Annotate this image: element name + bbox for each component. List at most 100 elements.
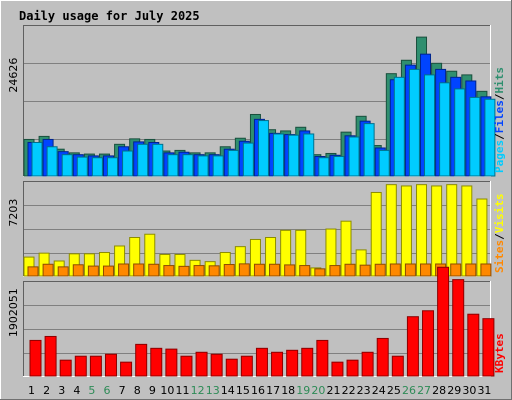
bar-kbytes-day-16	[255, 347, 268, 377]
legend-visits: Visits	[493, 194, 506, 234]
bar-kbytes-day-25	[391, 355, 404, 377]
bar-pages-day-8	[137, 143, 149, 177]
bar-sites-day-6	[102, 265, 114, 277]
bar-kbytes-day-6	[104, 353, 117, 377]
bar-kbytes-day-30	[467, 313, 480, 377]
day-label-27: 27	[417, 384, 431, 397]
bar-sites-day-29	[450, 263, 462, 277]
day-label-17: 17	[266, 384, 280, 397]
bar-kbytes-day-24	[376, 337, 389, 377]
bar-sites-day-27	[420, 263, 432, 277]
bar-sites-day-25	[389, 263, 401, 277]
bar-pages-day-2	[46, 146, 58, 177]
bar-sites-day-3	[57, 266, 69, 277]
bar-kbytes-day-15	[240, 355, 253, 377]
bar-visits-day-27	[416, 184, 428, 277]
bar-pages-day-25	[393, 76, 405, 177]
bar-pages-day-5	[91, 157, 103, 177]
day-label-26: 26	[402, 384, 416, 397]
bar-pages-day-18	[288, 134, 300, 177]
day-label-2: 2	[43, 384, 50, 397]
day-label-23: 23	[357, 384, 371, 397]
bar-kbytes-day-22	[346, 359, 359, 377]
bar-sites-day-30	[465, 263, 477, 277]
bar-pages-day-9	[152, 143, 164, 177]
legend-hits: Hits	[493, 67, 506, 94]
bar-pages-day-17	[273, 133, 285, 177]
day-label-25: 25	[387, 384, 401, 397]
bar-kbytes-day-19	[301, 347, 314, 377]
bar-visits-day-29	[446, 184, 458, 277]
bar-sites-day-10	[163, 265, 175, 277]
bar-visits-day-28	[431, 185, 443, 277]
bar-sites-day-14	[223, 264, 235, 277]
legend-sites: Sites	[493, 240, 506, 273]
bar-sites-day-11	[178, 265, 190, 277]
bar-pages-day-30	[469, 96, 481, 177]
bar-kbytes-day-17	[271, 351, 284, 377]
bar-kbytes-day-5	[89, 355, 102, 377]
day-label-3: 3	[58, 384, 65, 397]
bar-kbytes-day-31	[482, 318, 495, 377]
bar-sites-day-2	[42, 263, 54, 277]
legend-: /	[493, 93, 506, 100]
bar-pages-day-22	[348, 136, 360, 177]
bar-kbytes-day-27	[422, 310, 435, 377]
panel-2: 7203 Sites/Visits	[7, 181, 506, 277]
bar-pages-day-26	[408, 68, 420, 177]
legend-pages: Pages	[493, 140, 506, 173]
bar-sites-day-4	[72, 264, 84, 277]
legend-: /	[493, 233, 506, 240]
day-label-30: 30	[462, 384, 476, 397]
day-label-7: 7	[119, 384, 126, 397]
day-label-19: 19	[296, 384, 310, 397]
bar-pages-day-14	[227, 149, 239, 177]
bar-kbytes-day-12	[195, 351, 208, 377]
day-label-28: 28	[432, 384, 446, 397]
panel-1-ytick-label: 24626	[7, 58, 20, 93]
bar-kbytes-day-8	[135, 343, 148, 377]
chart-title: Daily usage for July 2025	[19, 9, 200, 23]
day-label-22: 22	[342, 384, 356, 397]
day-label-9: 9	[149, 384, 156, 397]
bar-sites-day-13	[208, 265, 220, 277]
legend-: /	[493, 133, 506, 140]
day-label-15: 15	[236, 384, 250, 397]
bar-sites-day-5	[87, 265, 99, 277]
bar-kbytes-day-26	[406, 316, 419, 377]
bar-sites-day-16	[253, 263, 265, 277]
legend-files: Files	[493, 100, 506, 133]
bar-visits-day-26	[400, 185, 412, 277]
bar-pages-day-3	[61, 154, 73, 177]
bar-kbytes-day-7	[120, 361, 133, 377]
bar-pages-day-10	[167, 154, 179, 177]
bar-pages-day-23	[363, 123, 375, 177]
bar-pages-day-20	[318, 157, 330, 177]
bar-kbytes-day-13	[210, 353, 223, 377]
day-label-29: 29	[447, 384, 461, 397]
bar-sites-day-1	[27, 266, 39, 277]
bar-sites-day-12	[193, 265, 205, 277]
day-label-18: 18	[281, 384, 295, 397]
day-label-12: 12	[191, 384, 205, 397]
day-label-5: 5	[88, 384, 95, 397]
bar-pages-day-13	[212, 155, 224, 177]
bar-kbytes-day-23	[361, 351, 374, 377]
panel-2-legend: Sites/Visits	[493, 194, 506, 274]
bar-pages-day-15	[242, 142, 254, 177]
day-label-1: 1	[28, 384, 35, 397]
bar-pages-day-31	[484, 98, 496, 177]
bar-kbytes-day-10	[165, 348, 178, 377]
bar-visits-day-30	[461, 185, 473, 277]
panel-3-ytick-label: 1902051	[7, 288, 20, 337]
day-label-20: 20	[311, 384, 325, 397]
bar-pages-day-28	[439, 82, 451, 177]
bar-pages-day-27	[424, 74, 436, 177]
bar-sites-day-21	[329, 265, 341, 277]
bar-visits-day-24	[370, 191, 382, 277]
bar-visits-day-25	[385, 184, 397, 277]
legend-kbytes: KBytes	[493, 333, 506, 373]
bar-pages-day-7	[122, 150, 134, 177]
bar-sites-day-22	[344, 263, 356, 277]
